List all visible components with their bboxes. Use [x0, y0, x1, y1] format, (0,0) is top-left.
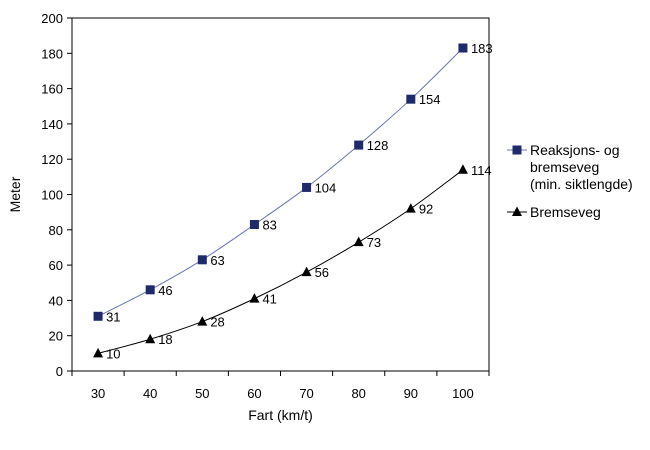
- series-line: [97, 47, 464, 317]
- data-label: 154: [419, 92, 441, 107]
- y-tick-label: 140: [41, 117, 63, 132]
- legend-label: Bremseveg: [530, 204, 601, 220]
- plot-frame: [71, 17, 490, 372]
- y-tick-label: 200: [41, 11, 63, 26]
- y-tick-label: 80: [49, 223, 63, 238]
- data-point: [405, 203, 416, 213]
- data-label: 92: [419, 202, 433, 217]
- y-tick-label: 100: [41, 188, 63, 203]
- data-point: [458, 43, 468, 53]
- y-tick-label: 40: [49, 293, 63, 308]
- legend-label: bremseveg: [530, 159, 599, 175]
- data-point: [406, 94, 416, 104]
- data-label: 83: [262, 218, 276, 233]
- series-square: 31 46 63 83 104 128 154 183: [93, 41, 493, 324]
- x-tick-label: 90: [404, 386, 418, 401]
- data-point: [145, 333, 156, 344]
- legend-label: (min. siktlengde): [530, 176, 633, 192]
- data-point: [93, 311, 103, 321]
- data-label: 128: [367, 138, 389, 153]
- data-label: 41: [262, 292, 276, 307]
- y-axis-title: Meter: [7, 176, 23, 212]
- y-tick-label: 180: [41, 46, 63, 61]
- x-tick-label: 30: [91, 386, 105, 401]
- x-tick-label: 40: [143, 386, 157, 401]
- legend-label: Reaksjons- og: [530, 142, 620, 158]
- data-label: 63: [210, 253, 224, 268]
- data-point: [197, 255, 207, 265]
- data-label: 31: [106, 309, 120, 324]
- data-label: 73: [367, 235, 381, 250]
- y-tick-label: 20: [49, 329, 63, 344]
- x-tick-label: 70: [299, 386, 313, 401]
- chart-series-layer: 31 46 63 83 104 128 154 183 10 18 28 41 56 73 92 114: [93, 41, 493, 361]
- x-tick-label: 50: [195, 386, 209, 401]
- y-tick-label: 160: [41, 82, 63, 97]
- legend-marker: [512, 206, 522, 216]
- x-tick-label: 60: [247, 386, 261, 401]
- legend-item: Bremseveg: [507, 204, 601, 220]
- data-point: [249, 220, 259, 230]
- data-point: [302, 182, 312, 192]
- data-label: 104: [315, 180, 337, 195]
- series-triangle: 10 18 28 41 56 73 92 114: [93, 163, 492, 361]
- data-label: 183: [471, 41, 493, 56]
- x-tick-label: 100: [452, 386, 474, 401]
- x-tick-label: 80: [351, 386, 365, 401]
- y-tick-label: 0: [56, 364, 63, 379]
- data-point: [301, 266, 312, 277]
- data-label: 18: [158, 332, 172, 347]
- data-label: 114: [471, 163, 492, 178]
- data-label: 28: [210, 315, 224, 330]
- data-point: [93, 347, 104, 358]
- data-point: [145, 285, 155, 295]
- chart-axes: 0 20 40 60 80 100 120 140 160 180 200 30 40 50 60 70 80 9…: [41, 11, 490, 401]
- data-label: 56: [315, 265, 329, 280]
- data-label: 10: [106, 346, 120, 361]
- series-line: [97, 169, 464, 354]
- legend-marker: [512, 145, 522, 155]
- y-tick-label: 60: [49, 258, 63, 273]
- y-tick-label: 120: [41, 152, 63, 167]
- data-label: 46: [158, 283, 172, 298]
- data-point: [353, 236, 364, 247]
- data-point: [457, 164, 468, 174]
- data-point: [197, 316, 208, 326]
- data-point: [354, 140, 364, 150]
- data-point: [249, 293, 260, 303]
- x-axis-title: Fart (km/t): [248, 407, 313, 423]
